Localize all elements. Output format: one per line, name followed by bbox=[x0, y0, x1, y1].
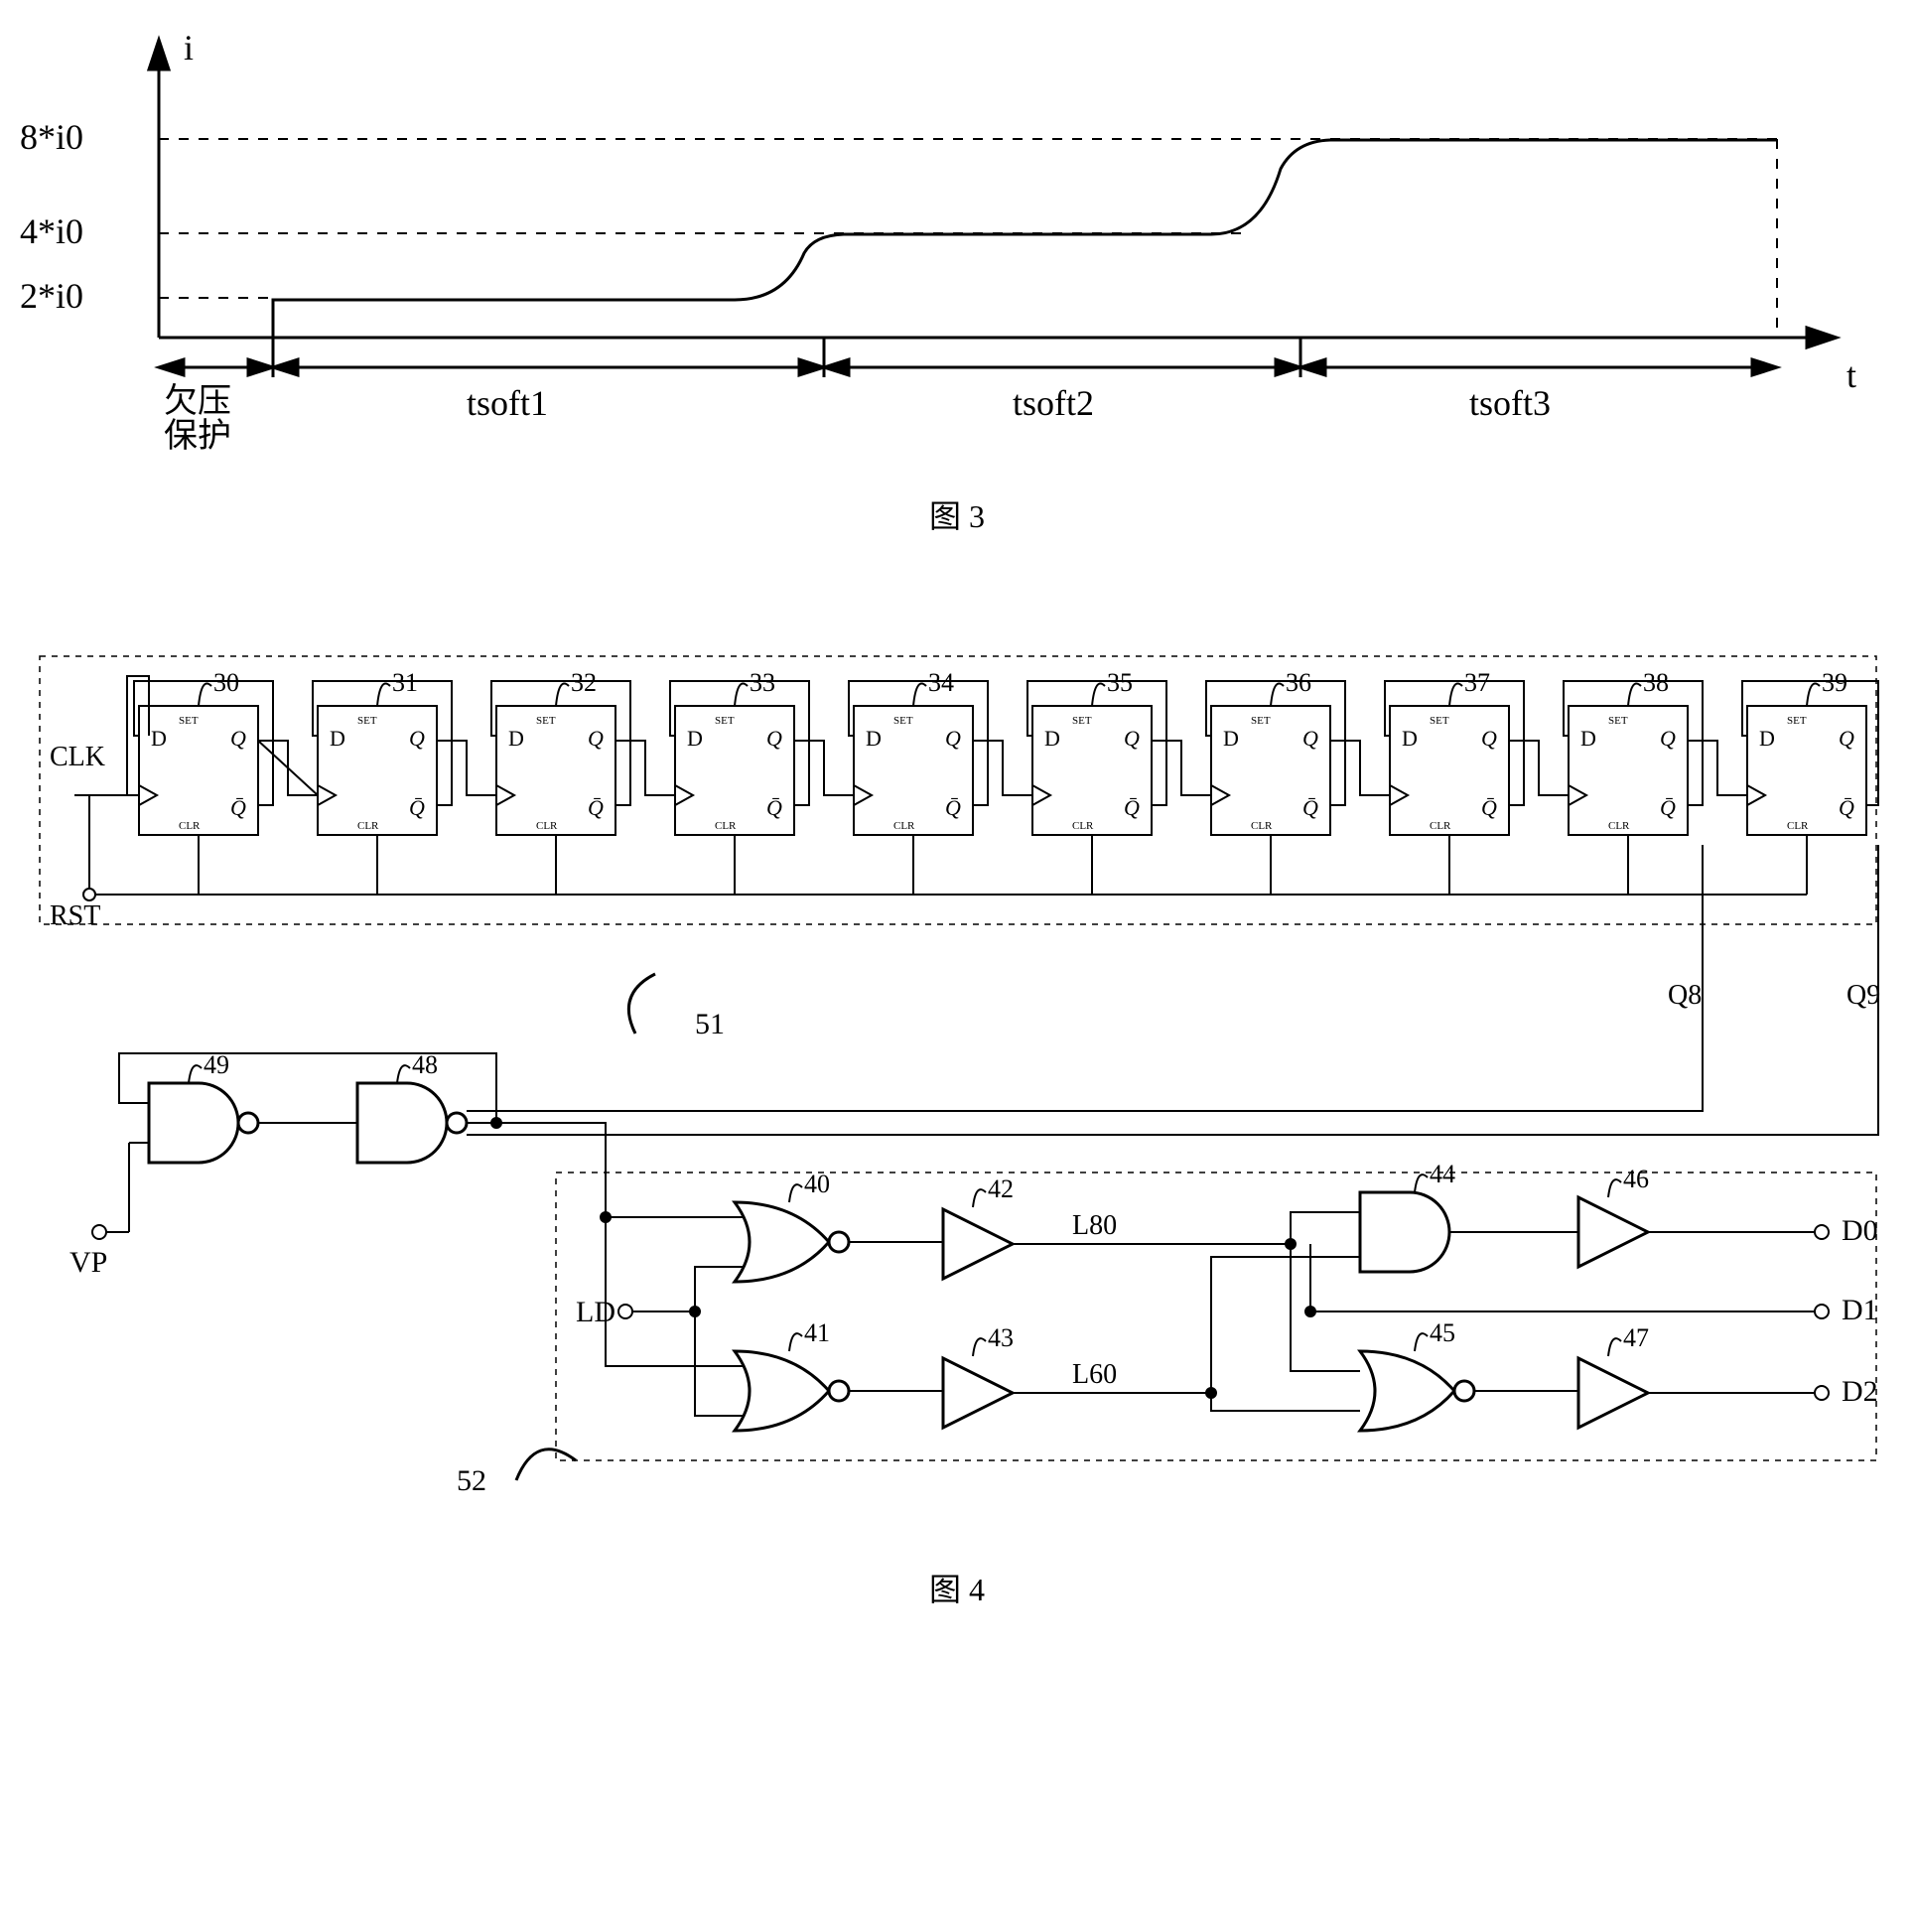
ref-45: 45 bbox=[1430, 1318, 1455, 1347]
y-axis-label: i bbox=[184, 28, 194, 68]
dff-34 bbox=[854, 706, 973, 835]
ytick-8i0: 8*i0 bbox=[20, 117, 83, 157]
gate-46 bbox=[1578, 1197, 1648, 1267]
svg-text:30: 30 bbox=[213, 668, 239, 697]
dff-36 bbox=[1211, 706, 1330, 835]
svg-text:32: 32 bbox=[571, 668, 597, 697]
label-tsoft2: tsoft2 bbox=[1013, 383, 1094, 423]
label-uvp-1: 欠压 bbox=[164, 382, 231, 420]
svg-text:31: 31 bbox=[392, 668, 418, 697]
gate-49 bbox=[149, 1083, 258, 1163]
label-ld: LD bbox=[576, 1296, 615, 1328]
fig3-svg: i t 2*i0 4*i0 8*i0 欠压 保护 bbox=[20, 20, 1894, 457]
dff-33 bbox=[675, 706, 794, 835]
label-l80: L80 bbox=[1072, 1210, 1117, 1241]
current-curve bbox=[159, 140, 1777, 338]
label-rst: RST bbox=[50, 900, 100, 931]
svg-text:36: 36 bbox=[1286, 668, 1311, 697]
figure-3: i t 2*i0 4*i0 8*i0 欠压 保护 bbox=[20, 20, 1894, 537]
ref-47: 47 bbox=[1623, 1323, 1649, 1352]
svg-text:38: 38 bbox=[1643, 668, 1669, 697]
ff-refs: 30 31 32 33 34 35 36 37 38 39 bbox=[213, 668, 1847, 697]
gate-45 bbox=[1360, 1351, 1474, 1431]
svg-text:37: 37 bbox=[1464, 668, 1490, 697]
svg-text:33: 33 bbox=[750, 668, 775, 697]
x-axis-label: t bbox=[1846, 355, 1856, 395]
label-uvp-2: 保护 bbox=[164, 417, 231, 455]
label-vp: VP bbox=[69, 1246, 107, 1279]
leader-51 bbox=[628, 974, 655, 1034]
ytick-4i0: 4*i0 bbox=[20, 211, 83, 251]
dff-31 bbox=[318, 706, 437, 835]
dff-38 bbox=[1569, 706, 1688, 835]
label-q9: Q9 bbox=[1846, 980, 1880, 1011]
svg-text:35: 35 bbox=[1107, 668, 1133, 697]
figure-4: D Q Q̄ SET CLR 30 31 32 33 34 35 36 37 3… bbox=[20, 617, 1894, 1610]
gate-41 bbox=[735, 1351, 849, 1431]
svg-text:34: 34 bbox=[928, 668, 954, 697]
label-d2: D2 bbox=[1842, 1375, 1878, 1408]
label-d1: D1 bbox=[1842, 1294, 1878, 1326]
ref-51: 51 bbox=[695, 1008, 725, 1040]
gate-40 bbox=[735, 1202, 849, 1282]
label-clk: CLK bbox=[50, 742, 105, 772]
dff-35 bbox=[1032, 706, 1152, 835]
label-tsoft3: tsoft3 bbox=[1469, 383, 1551, 423]
ref-41: 41 bbox=[804, 1318, 830, 1347]
gate-42 bbox=[943, 1209, 1013, 1279]
ref-42: 42 bbox=[988, 1174, 1014, 1203]
ff-leaders bbox=[199, 684, 1820, 707]
fig4-caption: 图 4 bbox=[20, 1565, 1894, 1610]
svg-text:39: 39 bbox=[1822, 668, 1847, 697]
ref-43: 43 bbox=[988, 1323, 1014, 1352]
ref-44: 44 bbox=[1430, 1160, 1455, 1188]
ref-49: 49 bbox=[204, 1050, 229, 1079]
gate-48 bbox=[357, 1083, 467, 1163]
label-q8: Q8 bbox=[1668, 980, 1702, 1011]
q8q9 bbox=[1703, 845, 1878, 974]
fig4-svg: D Q Q̄ SET CLR 30 31 32 33 34 35 36 37 3… bbox=[20, 617, 1894, 1530]
gate-44 bbox=[1360, 1192, 1449, 1272]
label-tsoft1: tsoft1 bbox=[467, 383, 548, 423]
range-arrows bbox=[159, 338, 1777, 377]
ref-lines bbox=[159, 139, 1777, 298]
ref-52: 52 bbox=[457, 1464, 486, 1497]
gate-43 bbox=[943, 1358, 1013, 1428]
dff-30 bbox=[139, 706, 258, 835]
dff-37 bbox=[1390, 706, 1509, 835]
label-d0: D0 bbox=[1842, 1214, 1878, 1247]
ref-48: 48 bbox=[412, 1050, 438, 1079]
ref-40: 40 bbox=[804, 1170, 830, 1198]
fig3-caption: 图 3 bbox=[20, 491, 1894, 537]
label-l60: L60 bbox=[1072, 1359, 1117, 1390]
ytick-2i0: 2*i0 bbox=[20, 276, 83, 316]
leader-52 bbox=[516, 1449, 576, 1480]
dff-32 bbox=[496, 706, 615, 835]
gate-47 bbox=[1578, 1358, 1648, 1428]
dff-39 bbox=[1747, 706, 1866, 835]
ref-46: 46 bbox=[1623, 1165, 1649, 1193]
